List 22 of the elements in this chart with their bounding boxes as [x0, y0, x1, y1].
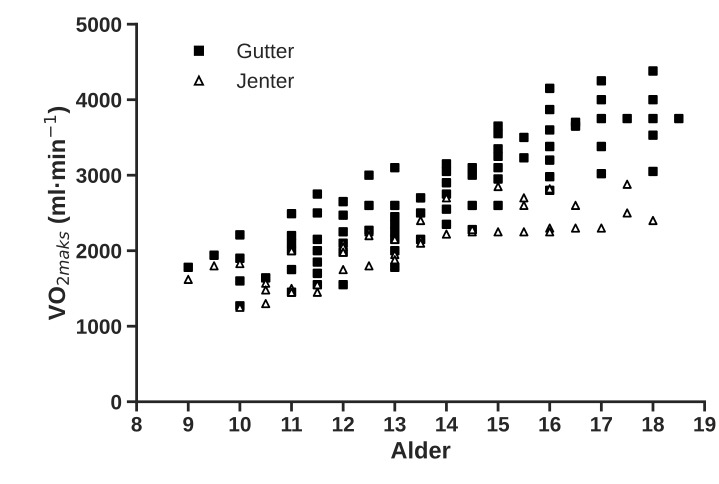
x-tick-label: 13 — [384, 416, 406, 432]
x-tick-label: 9 — [183, 416, 194, 432]
x-tick-label: 16 — [539, 416, 561, 432]
x-tick-label: 8 — [131, 416, 142, 432]
x-tick-label: 14 — [436, 417, 458, 432]
x-axis-title: Alder — [391, 441, 450, 459]
y-tick-label: 0 — [111, 394, 122, 410]
x-tick-label: 15 — [488, 417, 510, 432]
y-tick-label: 1000 — [76, 319, 122, 334]
x-tick-label: 17 — [591, 417, 612, 432]
x-tick-label: 10 — [230, 416, 251, 432]
x-tick-label: 12 — [332, 416, 354, 432]
y-tick-label: 5000 — [76, 17, 122, 32]
x-tick-label: 19 — [694, 416, 716, 432]
legend-label: Jenter — [236, 74, 294, 88]
x-tick-label: 11 — [282, 417, 302, 432]
y-tick-label: 4000 — [76, 92, 122, 108]
legend-label: Gutter — [237, 44, 294, 58]
y-tick-label: 3000 — [76, 168, 122, 183]
y-tick-label: 2000 — [76, 244, 122, 258]
x-tick-label: 18 — [642, 416, 664, 432]
y-axis-title: VO$_{2maks}$ (ml·min$^{−1}$) — [44, 106, 70, 320]
